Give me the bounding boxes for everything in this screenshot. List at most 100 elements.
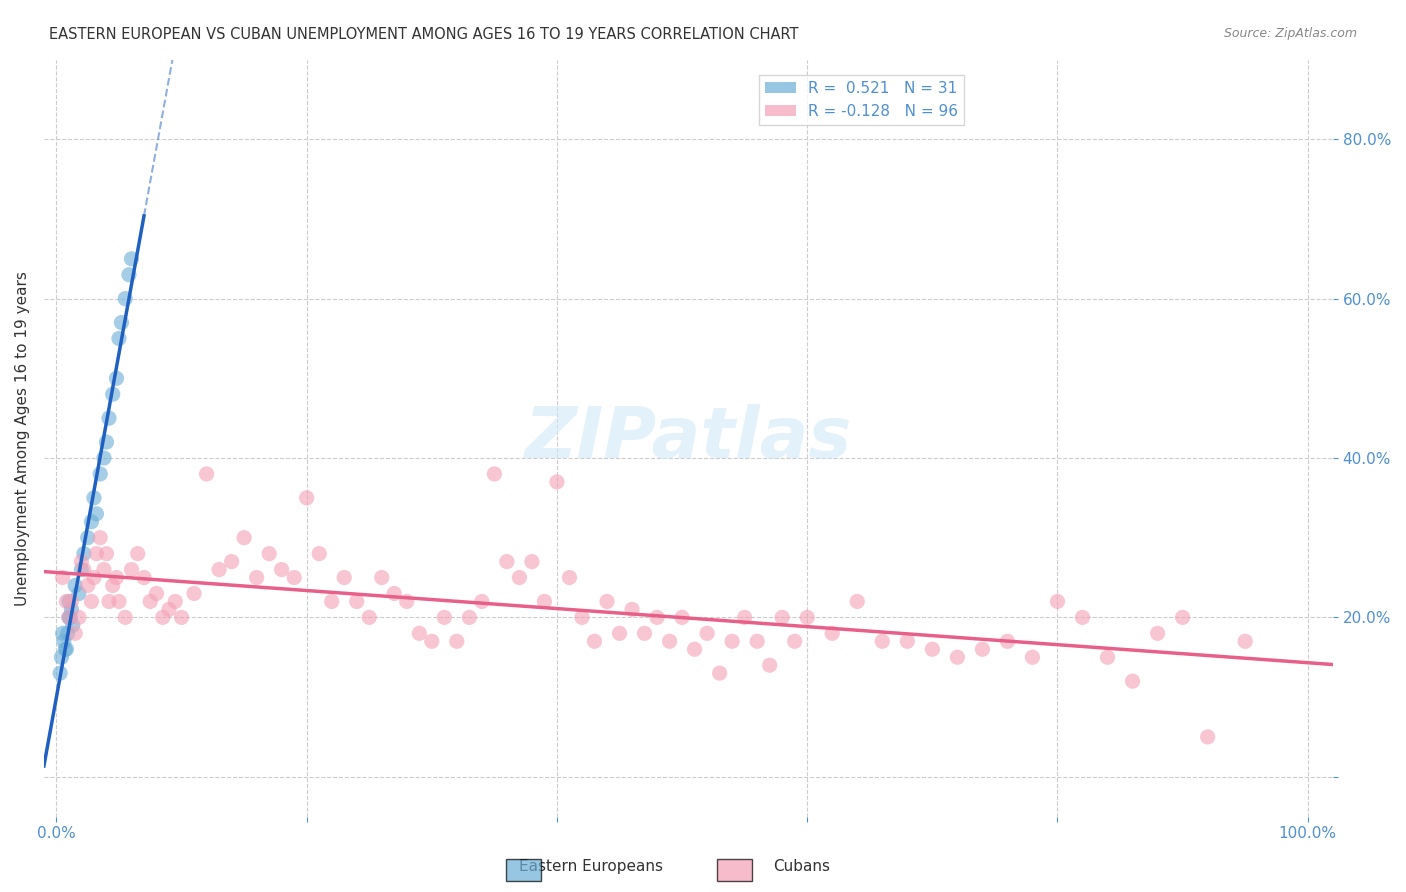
Point [105, 570, 128, 584]
Point [558, 570, 581, 584]
Point [333, 570, 356, 584]
Point [145, 586, 167, 600]
Point [709, 666, 731, 681]
Point [1097, 650, 1119, 665]
Point [105, 371, 128, 385]
Point [110, 316, 132, 330]
Point [758, 658, 780, 673]
Point [734, 610, 756, 624]
Text: Source: ZipAtlas.com: Source: ZipAtlas.com [1223, 27, 1357, 40]
Point [671, 610, 693, 624]
Point [70, 563, 93, 577]
Point [52, 570, 75, 584]
Point [93, 563, 115, 577]
Point [408, 626, 430, 640]
Point [139, 594, 162, 608]
Point [157, 602, 180, 616]
Point [609, 626, 631, 640]
Point [56, 626, 79, 640]
Point [51, 650, 73, 665]
Point [208, 563, 231, 577]
Point [93, 450, 115, 465]
Point [67, 610, 90, 624]
Point [152, 610, 174, 624]
Point [270, 563, 292, 577]
Point [52, 626, 75, 640]
Point [321, 594, 343, 608]
Point [747, 634, 769, 648]
Point [872, 634, 894, 648]
Point [621, 602, 644, 616]
Point [96, 547, 118, 561]
Point [696, 626, 718, 640]
Point [921, 642, 943, 657]
Point [446, 634, 468, 648]
Point [508, 570, 530, 584]
Point [546, 475, 568, 489]
Y-axis label: Unemployment Among Ages 16 to 19 years: Unemployment Among Ages 16 to 19 years [15, 270, 30, 606]
Point [997, 634, 1019, 648]
Point [55, 594, 77, 608]
Point [257, 547, 280, 561]
Point [1021, 650, 1043, 665]
Point [108, 594, 131, 608]
Point [86, 507, 108, 521]
Point [89, 531, 111, 545]
Point [633, 626, 655, 640]
Point [60, 594, 83, 608]
Point [783, 634, 806, 648]
Point [114, 292, 136, 306]
Point [846, 594, 869, 608]
Point [58, 610, 80, 624]
Point [382, 586, 405, 600]
Point [183, 586, 205, 600]
Point [165, 594, 187, 608]
Point [52, 634, 75, 648]
Point [96, 435, 118, 450]
Point [371, 570, 394, 584]
Point [796, 610, 818, 624]
Point [458, 610, 481, 624]
Point [63, 626, 86, 640]
Point [1071, 610, 1094, 624]
Point [121, 563, 143, 577]
Point [583, 634, 606, 648]
Point [896, 634, 918, 648]
Point [346, 594, 368, 608]
Point [73, 563, 96, 577]
Point [1171, 610, 1194, 624]
Point [73, 547, 96, 561]
Point [283, 570, 305, 584]
Point [246, 570, 269, 584]
Point [62, 618, 84, 632]
Point [683, 642, 706, 657]
Point [63, 578, 86, 592]
Point [821, 626, 844, 640]
Point [420, 634, 443, 648]
Point [86, 547, 108, 561]
Point [76, 531, 98, 545]
Point [80, 594, 103, 608]
Point [233, 531, 256, 545]
Point [53, 642, 76, 657]
Point [89, 467, 111, 481]
Point [76, 578, 98, 592]
Point [60, 602, 83, 616]
Point [395, 594, 418, 608]
Point [533, 594, 555, 608]
Point [571, 610, 593, 624]
Point [658, 634, 681, 648]
Point [170, 610, 193, 624]
Point [108, 331, 131, 345]
Point [1046, 594, 1069, 608]
Point [83, 491, 105, 505]
Point [645, 610, 668, 624]
Point [520, 555, 543, 569]
Point [97, 594, 120, 608]
Point [121, 252, 143, 266]
Point [101, 578, 124, 592]
Point [721, 634, 744, 648]
Point [1146, 626, 1168, 640]
Text: ZIPatlas: ZIPatlas [524, 403, 852, 473]
Point [118, 268, 141, 282]
